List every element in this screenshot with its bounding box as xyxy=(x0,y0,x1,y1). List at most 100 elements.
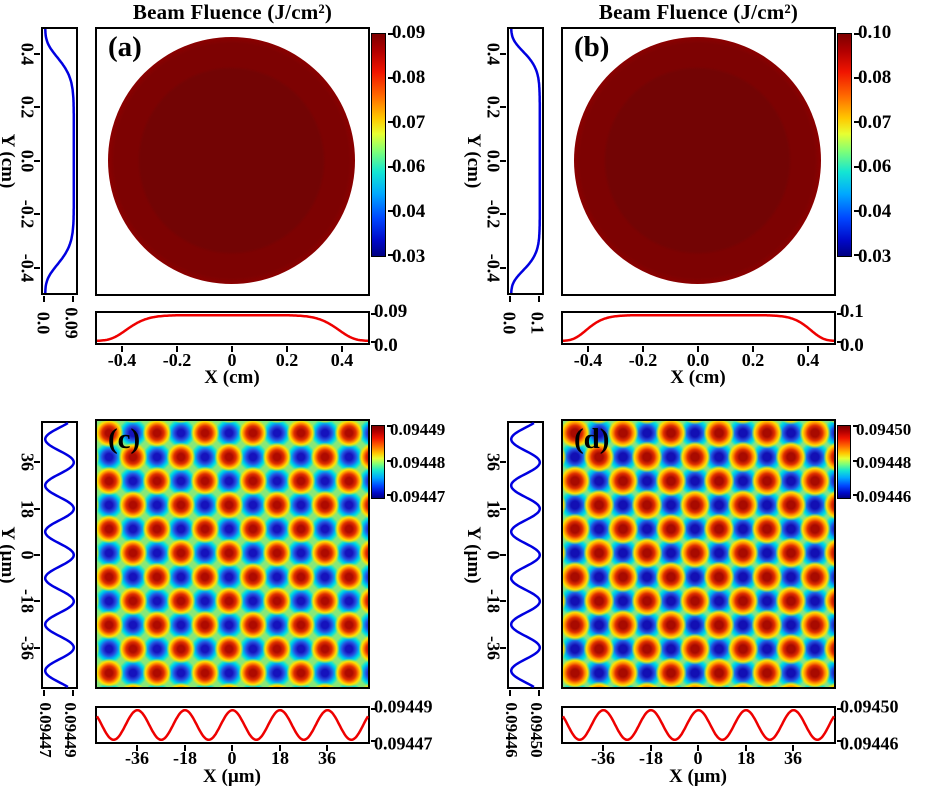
axis-tick-mark xyxy=(371,707,377,710)
x-axis-tick: -0.4 xyxy=(107,350,137,370)
axis-tick-mark xyxy=(744,745,747,751)
axis-tick-mark xyxy=(854,33,860,35)
y-profile-plot xyxy=(500,421,544,696)
axis-tick-mark xyxy=(853,425,859,427)
y-profile-max-label: 0.1 xyxy=(527,311,548,335)
heatmap-interference: (c) xyxy=(95,419,370,689)
axis-tick-mark xyxy=(231,346,233,352)
x-axis-tick: 0.2 xyxy=(275,350,299,370)
axis-tick-mark xyxy=(537,690,540,696)
heatmap-beam: (a) xyxy=(95,27,370,296)
axis-tick-mark xyxy=(601,745,604,751)
colorbar-tick: 0.10 xyxy=(858,22,892,43)
x-axis-tick: 18 xyxy=(737,748,755,768)
axis-tick-mark xyxy=(752,346,754,352)
axis-tick-mark xyxy=(42,296,45,302)
y-profile-max-label: 0.09450 xyxy=(527,702,546,758)
axis-tick-mark xyxy=(34,646,40,649)
x-axis-label: X (µm) xyxy=(203,766,261,787)
axis-tick-mark xyxy=(34,553,40,556)
colorbar-tick: 0.06 xyxy=(392,156,426,177)
axis-tick-mark xyxy=(34,507,40,510)
x-profile-min-label: 0.09447 xyxy=(374,733,433,754)
colorbar-tick: 0.07 xyxy=(392,112,426,133)
axis-tick-mark xyxy=(121,346,123,352)
axis-tick-mark xyxy=(500,507,506,510)
axis-tick-mark xyxy=(854,165,860,168)
x-profile-plot xyxy=(95,311,377,352)
x-profile-curve xyxy=(95,708,370,742)
axis-tick-mark xyxy=(34,599,40,602)
panel-letter: (d) xyxy=(574,423,610,455)
axis-tick-mark xyxy=(388,253,394,256)
y-profile-curve xyxy=(510,28,542,294)
axis-tick-mark xyxy=(34,213,40,215)
axis-tick-mark xyxy=(500,266,506,269)
x-profile-curve xyxy=(96,313,369,342)
axis-tick-mark xyxy=(231,745,233,751)
x-axis-tick: 36 xyxy=(318,748,336,768)
axis-tick-mark xyxy=(807,346,809,352)
x-profile-min-label: 0.09446 xyxy=(840,733,899,754)
colorbar-tick: 0.06 xyxy=(858,156,892,177)
axis-tick-mark xyxy=(325,745,328,751)
y-profile-plot xyxy=(34,421,78,696)
x-profile-min-label: 0.0 xyxy=(374,335,398,356)
x-axis-tick: 0.0 xyxy=(686,350,710,370)
x-axis-tick: 0.4 xyxy=(330,350,354,370)
panel-d: Y (µm) 36 18 0 -18 -36 0.09446 0.09450 (… xyxy=(463,392,926,788)
panel-b-title: Beam Fluence (J/cm²) xyxy=(598,0,799,24)
colorbar xyxy=(837,33,860,257)
colorbar-tick: 0.07 xyxy=(858,112,892,133)
axis-tick-mark xyxy=(34,266,40,269)
x-profile-min-label: 0.0 xyxy=(840,335,864,356)
axis-tick-mark xyxy=(388,121,394,124)
panel-letter: (b) xyxy=(574,31,610,63)
panel-c: Y (µm) 36 18 0 -18 -36 0.09447 0.09449 (… xyxy=(0,392,466,788)
x-axis-label: X (cm) xyxy=(670,367,726,388)
axis-tick-mark xyxy=(278,745,281,751)
axis-tick-mark xyxy=(34,159,40,162)
panel-b: Beam Fluence (J/cm²) Y (cm) 0.4 0.2 0.0 … xyxy=(463,0,926,392)
axis-tick-mark xyxy=(500,646,506,649)
axis-tick-mark xyxy=(854,253,860,256)
x-axis-tick: 0 xyxy=(693,748,703,768)
colorbar-tick: 0.09448 xyxy=(856,453,912,472)
heatmap-beam: (b) xyxy=(561,27,836,296)
axis-tick-mark xyxy=(854,121,860,124)
y-axis-label: Y (cm) xyxy=(0,134,18,189)
x-profile-plot xyxy=(561,311,843,352)
axis-tick-mark xyxy=(854,209,860,212)
axis-tick-mark xyxy=(853,494,859,496)
axis-tick-mark xyxy=(371,312,377,315)
axis-tick-mark xyxy=(537,296,540,302)
axis-tick-mark xyxy=(500,599,506,602)
flat-top-beam-disk xyxy=(108,37,355,284)
panel-letter: (c) xyxy=(108,423,141,455)
x-axis-tick: 0 xyxy=(227,350,237,370)
x-profile-max-label: 0.1 xyxy=(840,301,864,322)
colorbar-tick: 0.03 xyxy=(858,246,892,267)
x-axis-tick: -18 xyxy=(639,748,663,768)
axis-tick-mark xyxy=(791,745,794,751)
axis-tick-mark xyxy=(286,346,288,352)
y-profile-max-label: 0.09449 xyxy=(61,702,80,758)
axis-tick-mark xyxy=(371,739,377,742)
axis-tick-mark xyxy=(34,106,40,108)
axis-tick-mark xyxy=(854,77,860,80)
y-profile-min-label: 0.0 xyxy=(33,311,54,335)
colorbar-tick: 0.09447 xyxy=(390,487,446,506)
axis-tick-mark xyxy=(587,346,589,352)
axis-tick-mark xyxy=(388,209,394,212)
axis-tick-mark xyxy=(34,52,40,55)
y-axis-label: Y (µm) xyxy=(463,526,484,584)
axis-tick-mark xyxy=(388,77,394,80)
axis-tick-mark xyxy=(500,106,506,108)
axis-tick-mark xyxy=(500,553,506,556)
axis-tick-mark xyxy=(135,745,138,751)
y-axis-label: Y (µm) xyxy=(0,526,18,584)
axis-tick-mark xyxy=(387,494,393,496)
y-profile-max-label: 0.09 xyxy=(61,307,82,339)
x-profile-curve xyxy=(562,313,835,342)
